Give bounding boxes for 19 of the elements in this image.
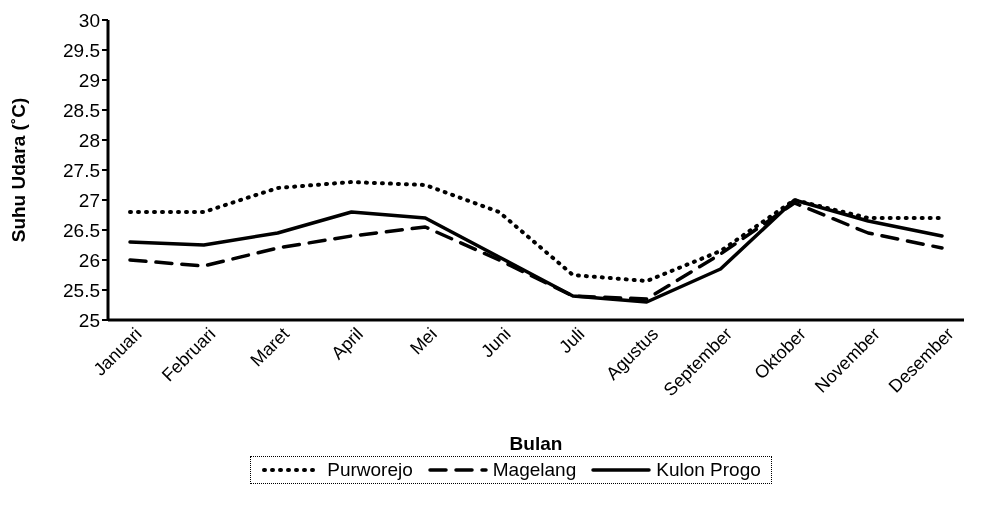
y-tick-label: 27.5 — [63, 159, 100, 181]
y-tick-label: 30 — [78, 9, 100, 31]
x-tick-label: Juni — [477, 323, 515, 362]
y-tick-label: 25 — [78, 309, 100, 331]
y-tick-label: 29.5 — [63, 39, 100, 61]
legend-label: Magelang — [492, 459, 577, 481]
x-tick-label: Mei — [406, 323, 441, 359]
y-tick-label: 28 — [78, 129, 100, 151]
y-tick-label: 26.5 — [63, 219, 100, 241]
legend-label: Kulon Progo — [656, 459, 761, 481]
legend-label: Purworejo — [327, 459, 413, 481]
x-axis-title: Bulan — [509, 433, 563, 454]
y-tick-label: 27 — [78, 189, 100, 211]
x-tick-label: Juli — [555, 323, 589, 357]
y-tick-label: 25.5 — [63, 279, 100, 301]
y-axis-title: Suhu Udara (˚C) — [7, 97, 29, 243]
y-tick-label: 29 — [78, 69, 100, 91]
y-tick-label: 26 — [78, 249, 100, 271]
y-tick-label: 28.5 — [63, 99, 100, 121]
